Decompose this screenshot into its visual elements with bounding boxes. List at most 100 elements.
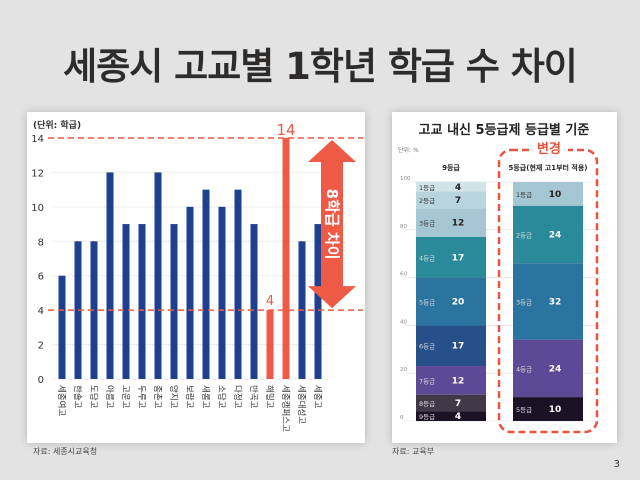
- segment-4등급: [513, 339, 583, 398]
- bar-새롬고: [202, 189, 210, 379]
- unit-label: 단위: %: [398, 146, 419, 154]
- segment-label: 3등급: [419, 220, 435, 228]
- x-tick-label: 세종대성고: [296, 385, 306, 424]
- x-tick-label: 세종여고: [56, 385, 67, 416]
- x-tick-label: 두루고: [136, 385, 146, 409]
- segment-value: 24: [549, 231, 562, 241]
- segment-6등급: [416, 325, 486, 367]
- x-tick-label: 고운고: [120, 385, 130, 409]
- segment-value: 24: [549, 364, 562, 374]
- segment-4등급: [416, 236, 486, 278]
- x-tick-label: 세종고: [312, 385, 322, 409]
- slide-title: 세종시 고교별 1학년 학급 수 차이: [63, 45, 578, 88]
- segment-value: 4: [455, 412, 461, 422]
- max-value-label: 14: [276, 121, 295, 139]
- source-left: 자료: 세종시교육청: [33, 447, 98, 456]
- segment-5등급: [513, 397, 583, 421]
- page-number: 3: [613, 459, 620, 470]
- bar-두루고: [138, 224, 146, 379]
- stack-header: 5등급(현재 고1부터 적용): [509, 163, 588, 172]
- bar-해밀고: [266, 310, 274, 379]
- segment-3등급: [416, 208, 486, 237]
- class-count-chart-panel: [27, 112, 365, 443]
- bar-세종캠퍼스고: [282, 138, 290, 379]
- y-tick-label: 40: [400, 319, 407, 325]
- segment-label: 4등급: [419, 254, 435, 262]
- y-tick-label: 12: [31, 168, 44, 179]
- y-tick-label: 10: [31, 203, 44, 214]
- y-tick-label: 80: [400, 224, 407, 230]
- segment-label: 2등급: [516, 232, 532, 240]
- segment-value: 7: [455, 196, 461, 206]
- x-tick-label: 새롬고: [200, 385, 210, 409]
- y-tick-label: 14: [31, 134, 44, 145]
- bar-보람고: [186, 206, 194, 379]
- difference-label: 8학급 차이: [323, 189, 341, 260]
- x-tick-label: 양지고: [168, 385, 179, 409]
- segment-value: 32: [549, 298, 562, 308]
- segment-value: 4: [455, 183, 461, 193]
- segment-label: 6등급: [419, 343, 435, 351]
- bar-아름고: [106, 172, 114, 379]
- x-tick-label: 반곡고: [248, 385, 259, 409]
- y-tick-label: 60: [400, 272, 407, 278]
- x-tick-label: 아름고: [104, 385, 115, 409]
- x-tick-label: 종촌고: [152, 385, 162, 409]
- y-tick-label: 20: [400, 367, 407, 373]
- bar-반곡고: [250, 224, 258, 379]
- segment-label: 4등급: [516, 365, 532, 373]
- segment-value: 17: [452, 253, 465, 263]
- segment-1등급: [513, 182, 583, 206]
- segment-value: 17: [452, 342, 465, 352]
- y-tick-label: 8: [38, 237, 44, 248]
- segment-value: 12: [452, 219, 465, 229]
- segment-value: 7: [455, 399, 461, 409]
- segment-label: 1등급: [419, 184, 435, 192]
- change-label: 변경: [537, 141, 561, 157]
- chart-title: 고교 내신 5등급제 등급별 기준: [419, 122, 590, 138]
- source-right: 자료: 교육부: [392, 447, 435, 456]
- bar-종촌고: [154, 172, 162, 379]
- segment-label: 5등급: [419, 299, 435, 307]
- segment-label: 1등급: [516, 191, 532, 199]
- segment-value: 12: [452, 376, 465, 386]
- unit-label: (단위: 학급): [33, 119, 81, 131]
- x-tick-label: 세종캠퍼스고: [280, 385, 291, 432]
- difference-arrow-icon: [308, 140, 356, 309]
- segment-value: 20: [452, 298, 465, 308]
- segment-7등급: [416, 366, 486, 395]
- x-tick-label: 다정고: [232, 385, 243, 409]
- segment-label: 5등급: [516, 406, 532, 414]
- x-tick-label: 해밀고: [264, 385, 275, 409]
- bar-다정고: [234, 189, 242, 379]
- y-tick-label: 100: [400, 176, 411, 182]
- segment-3등급: [513, 263, 583, 340]
- x-tick-label: 한솔고: [72, 385, 82, 409]
- segment-value: 10: [549, 190, 562, 200]
- bar-세종고: [314, 224, 322, 379]
- segment-1등급: [416, 182, 486, 192]
- x-tick-label: 소담고: [216, 385, 227, 409]
- bar-양지고: [170, 224, 178, 379]
- segment-value: 10: [549, 405, 562, 415]
- y-tick-label: 0: [400, 415, 404, 421]
- segment-label: 7등급: [419, 377, 435, 385]
- y-tick-label: 2: [38, 341, 44, 352]
- segment-5등급: [416, 277, 486, 326]
- segment-label: 9등급: [419, 413, 435, 421]
- bar-세종여고: [58, 275, 66, 379]
- segment-2등급: [513, 205, 583, 264]
- segment-label: 8등급: [419, 400, 435, 408]
- min-value-label: 4: [266, 294, 274, 309]
- y-tick-label: 0: [38, 375, 44, 386]
- x-tick-label: 도담고: [88, 385, 99, 409]
- segment-label: 2등급: [419, 197, 435, 205]
- x-tick-label: 보람고: [184, 385, 194, 409]
- segment-2등급: [416, 191, 486, 209]
- segment-8등급: [416, 394, 486, 412]
- stack-header: 9등급: [442, 163, 460, 172]
- y-tick-label: 6: [38, 272, 44, 283]
- change-label-bg: [530, 141, 568, 155]
- bar-소담고: [218, 206, 226, 379]
